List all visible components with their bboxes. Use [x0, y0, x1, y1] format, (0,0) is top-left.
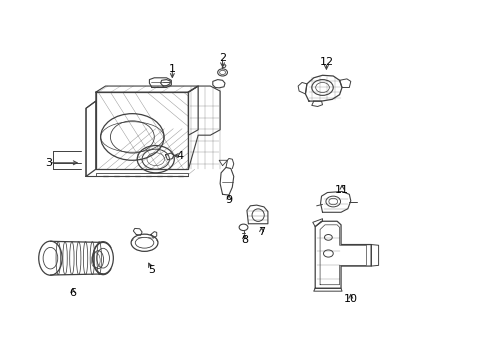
Text: 8: 8: [241, 235, 247, 245]
Text: 10: 10: [343, 294, 357, 304]
Text: 1: 1: [168, 64, 176, 74]
Text: 2: 2: [219, 53, 225, 63]
Text: 12: 12: [319, 57, 333, 67]
Text: 9: 9: [225, 195, 232, 205]
Text: 3: 3: [45, 158, 52, 168]
Text: 6: 6: [69, 288, 76, 298]
Text: 4: 4: [176, 150, 183, 161]
Text: 7: 7: [258, 227, 264, 237]
Text: 5: 5: [148, 265, 155, 275]
Text: 11: 11: [334, 185, 348, 195]
